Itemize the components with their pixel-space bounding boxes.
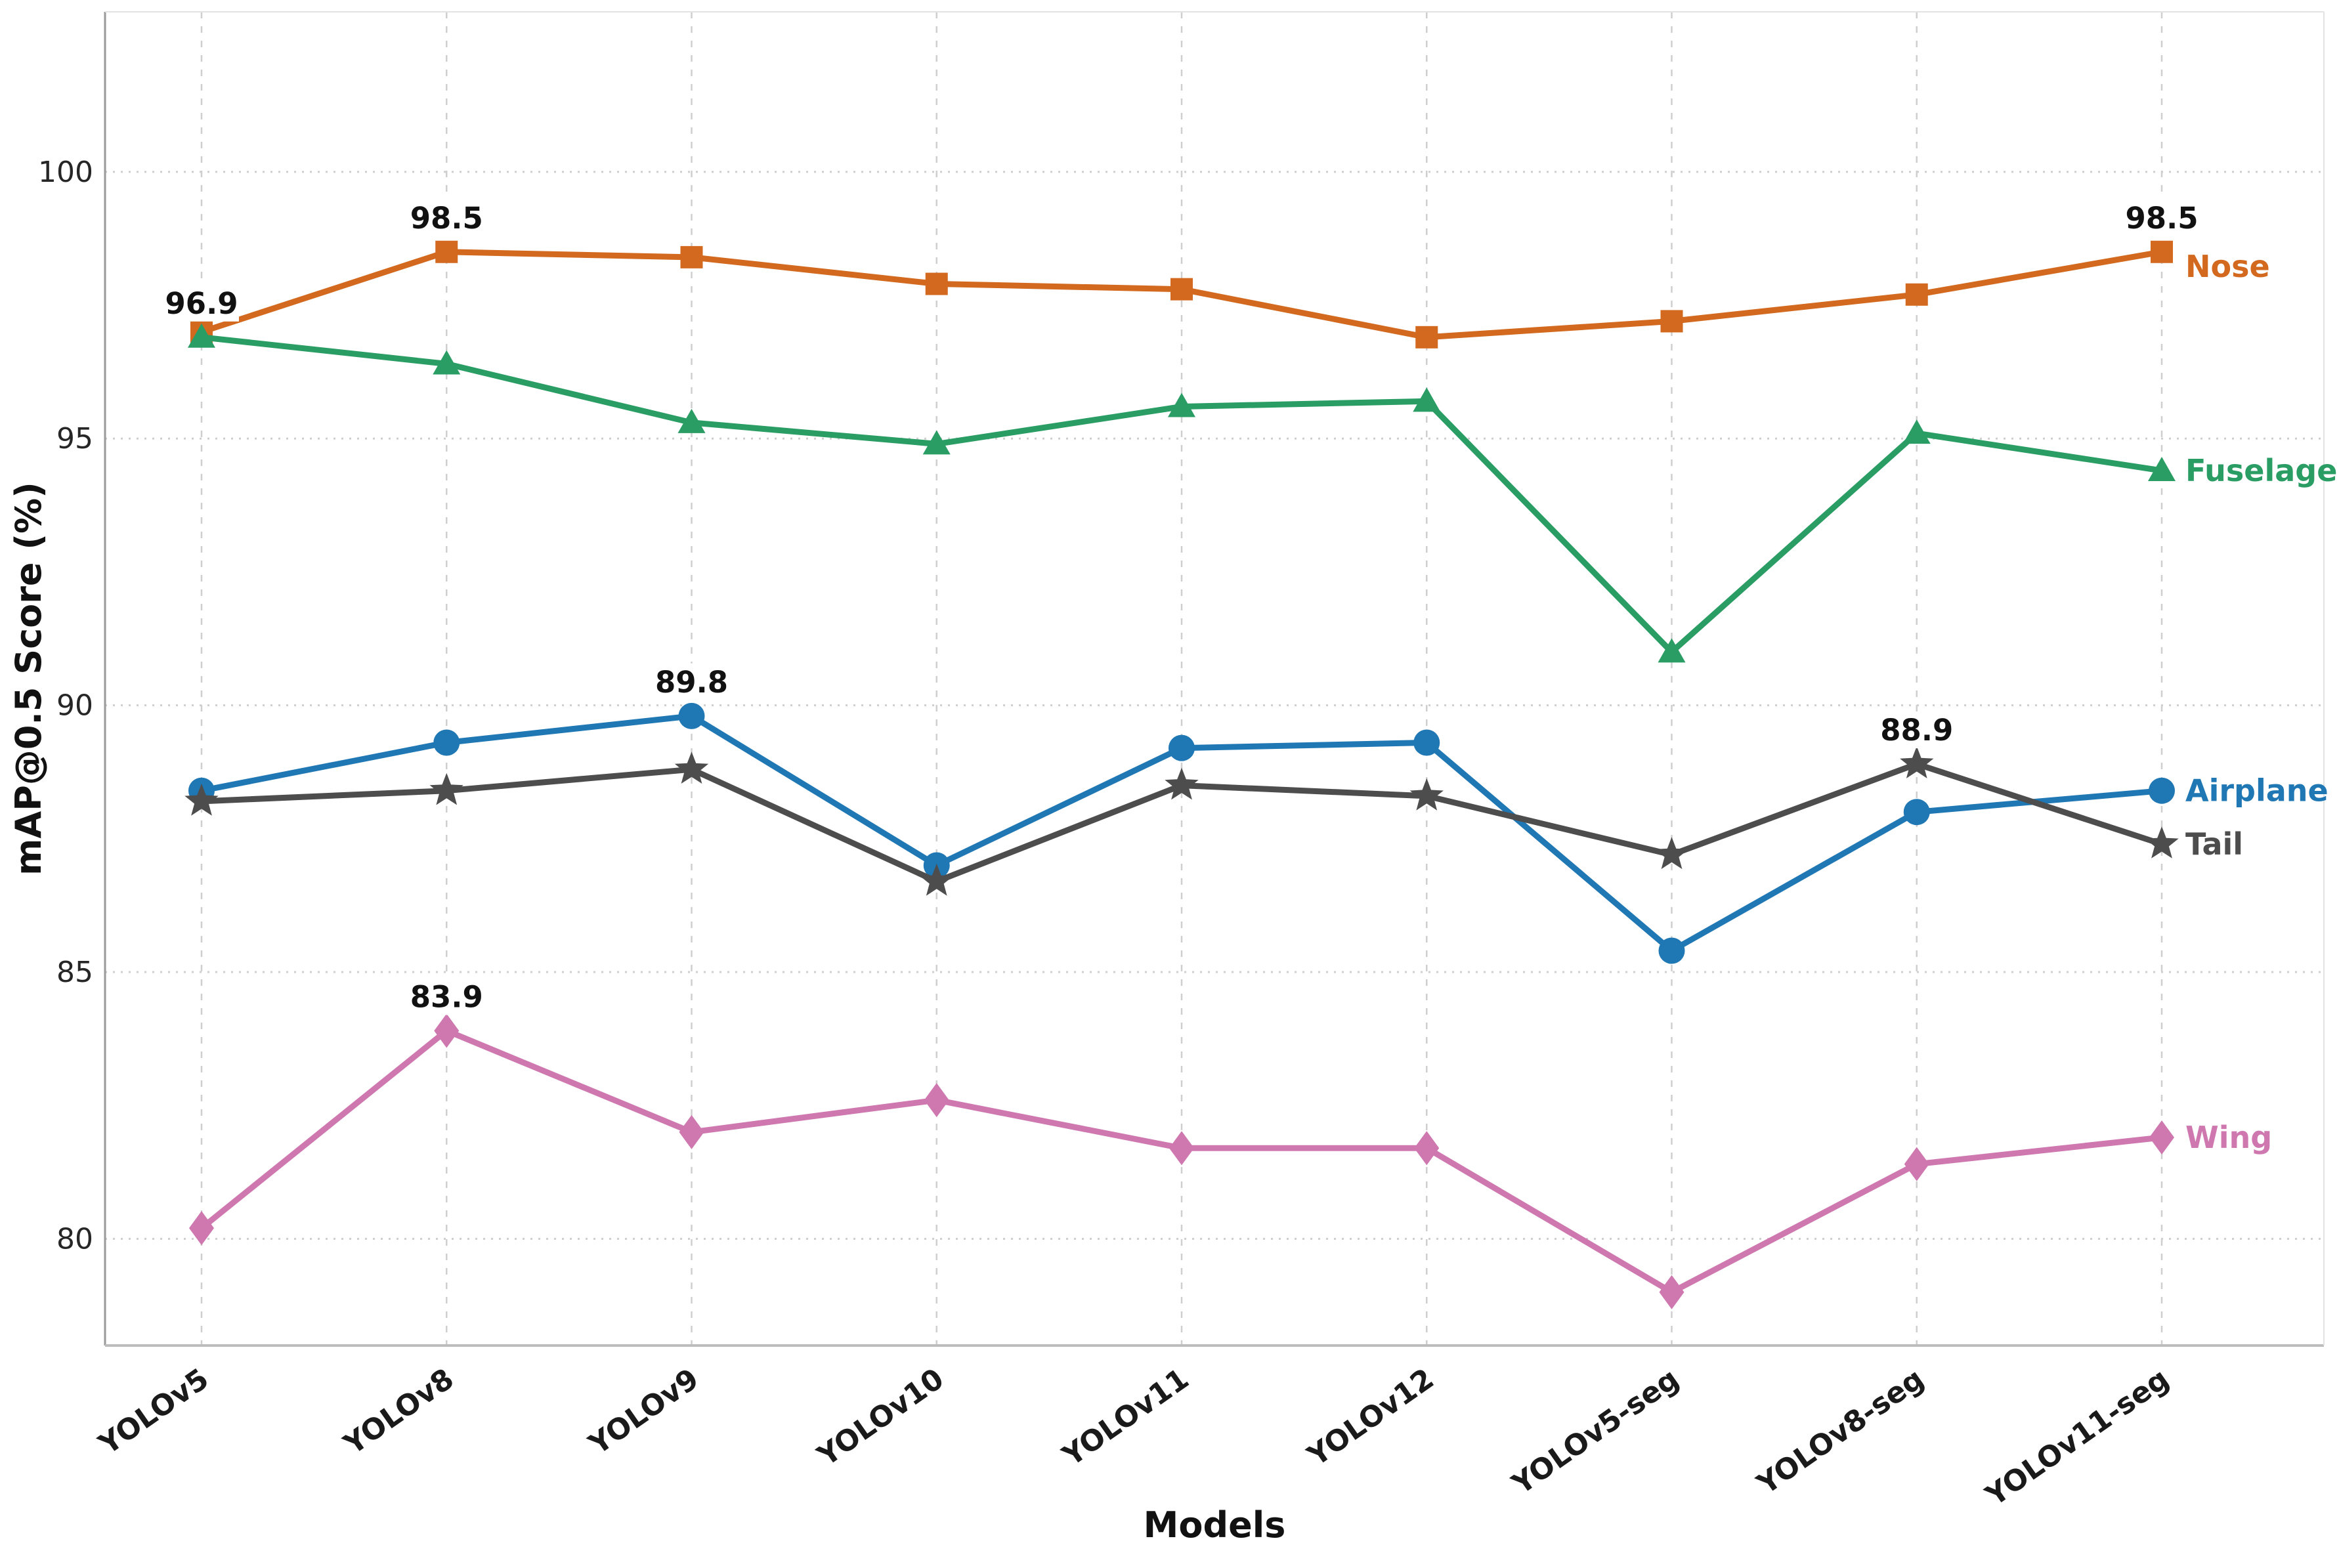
x-tick-label-YOLOv10: YOLOv10 (811, 1362, 951, 1473)
marker (433, 350, 461, 375)
marker (677, 408, 706, 433)
marker (922, 430, 951, 455)
y-tick-label-80: 80 (56, 1222, 93, 1256)
marker (2149, 777, 2175, 804)
axes-spines (104, 11, 2325, 1347)
series-label-Nose: Nose (2185, 249, 2270, 284)
y-tick-label-100: 100 (38, 156, 93, 189)
marker (1413, 387, 1441, 412)
marker (678, 702, 705, 729)
series-label-Fuselage: Fuselage (2185, 453, 2337, 488)
marker (1170, 278, 1193, 301)
marker (1169, 734, 1195, 761)
x-axis-title: Models (1144, 1504, 1286, 1546)
series-label-Tail: Tail (2185, 826, 2243, 862)
annotation-text: 96.9 (165, 286, 238, 321)
data-series: Nose Fuselage Airplane Tail Wing (184, 240, 2337, 1309)
x-tick-label-YOLOv12: YOLOv12 (1301, 1362, 1440, 1473)
x-tick-label-YOLOv8-seg: YOLOv8-seg (1751, 1362, 1930, 1502)
marker (1900, 746, 1934, 778)
marker (680, 245, 703, 268)
y-tick-label-90: 90 (56, 689, 93, 723)
y-axis-title: mAP@0.5 Score (%) (8, 482, 49, 876)
annotation-text: 83.9 (410, 979, 483, 1014)
annotation-bbox (409, 978, 484, 1015)
marker (1168, 392, 1195, 417)
annotation-text: 88.9 (1880, 713, 1953, 748)
marker (2149, 1120, 2174, 1155)
annotation-bbox (409, 199, 484, 236)
marker (2148, 457, 2176, 482)
marker (1905, 283, 1928, 306)
marker (674, 752, 709, 784)
annotation-Tail-88.9: 88.9 (1879, 711, 1954, 749)
marker (1658, 937, 1685, 964)
annotation-bbox (2124, 199, 2199, 236)
annotation-Airplane-89.8: 89.8 (654, 663, 729, 700)
marker (429, 773, 463, 805)
marker (1903, 799, 1930, 826)
marker (1165, 767, 1199, 800)
marker (920, 863, 954, 896)
marker (679, 1114, 704, 1149)
marker (925, 272, 948, 295)
marker (1415, 326, 1438, 349)
annotation-Wing-83.9: 83.9 (409, 978, 484, 1015)
marker (1902, 419, 1931, 444)
marker (1413, 729, 1440, 756)
x-tick-label-YOLOv11: YOLOv11 (1056, 1362, 1195, 1473)
marker (1409, 778, 1444, 811)
marker (924, 1083, 949, 1118)
annotation-bbox (654, 663, 729, 700)
marker (1904, 1147, 1929, 1181)
annotation-text: 89.8 (655, 665, 728, 700)
marker (1654, 837, 1689, 870)
x-tick-label-YOLOv8: YOLOv8 (337, 1362, 460, 1462)
marker (1414, 1131, 1440, 1166)
annotation-bbox (164, 284, 239, 322)
annotation-Nose-98.5: 98.5 (409, 199, 484, 236)
y-tick-label-85: 85 (56, 956, 93, 989)
series-Wing (189, 1013, 2174, 1309)
marker (2151, 240, 2173, 263)
series-Fuselage (188, 323, 2176, 663)
marker (1169, 1131, 1194, 1166)
marker (188, 323, 215, 348)
marker (189, 1211, 214, 1246)
annotations: 96.9 98.5 89.8 83.9 88.9 98.5 (164, 199, 2199, 1015)
annotation-Nose-98.5: 98.5 (2124, 199, 2199, 236)
annotation-text: 98.5 (2125, 201, 2198, 236)
x-tick-label-YOLOv5: YOLOv5 (93, 1362, 215, 1462)
annotation-bbox (1879, 711, 1954, 749)
marker (433, 729, 460, 756)
y-tick-label-95: 95 (56, 422, 93, 456)
marker (2145, 826, 2179, 858)
marker (434, 1013, 460, 1048)
marker (1658, 638, 1686, 663)
marker (1660, 310, 1683, 333)
tick-labels: 100 95 90 85 80 YOLOv5 YOLOv8 YOLOv9 YOLOv10 YOLO… (38, 156, 2175, 1513)
marker (1659, 1275, 1685, 1309)
x-tick-label-YOLOv5-seg: YOLOv5-seg (1506, 1362, 1685, 1502)
x-tick-label-YOLOv9: YOLOv9 (582, 1362, 704, 1462)
series-Tail (184, 746, 2179, 896)
marker (184, 783, 219, 816)
x-tick-label-YOLOv11-seg: YOLOv11-seg (1979, 1362, 2175, 1513)
annotation-Fuselage-96.9: 96.9 (164, 284, 239, 322)
annotation-text: 98.5 (410, 201, 483, 236)
marker (435, 240, 458, 263)
series-label-Airplane: Airplane (2185, 773, 2328, 809)
series-label-Wing: Wing (2185, 1120, 2272, 1155)
